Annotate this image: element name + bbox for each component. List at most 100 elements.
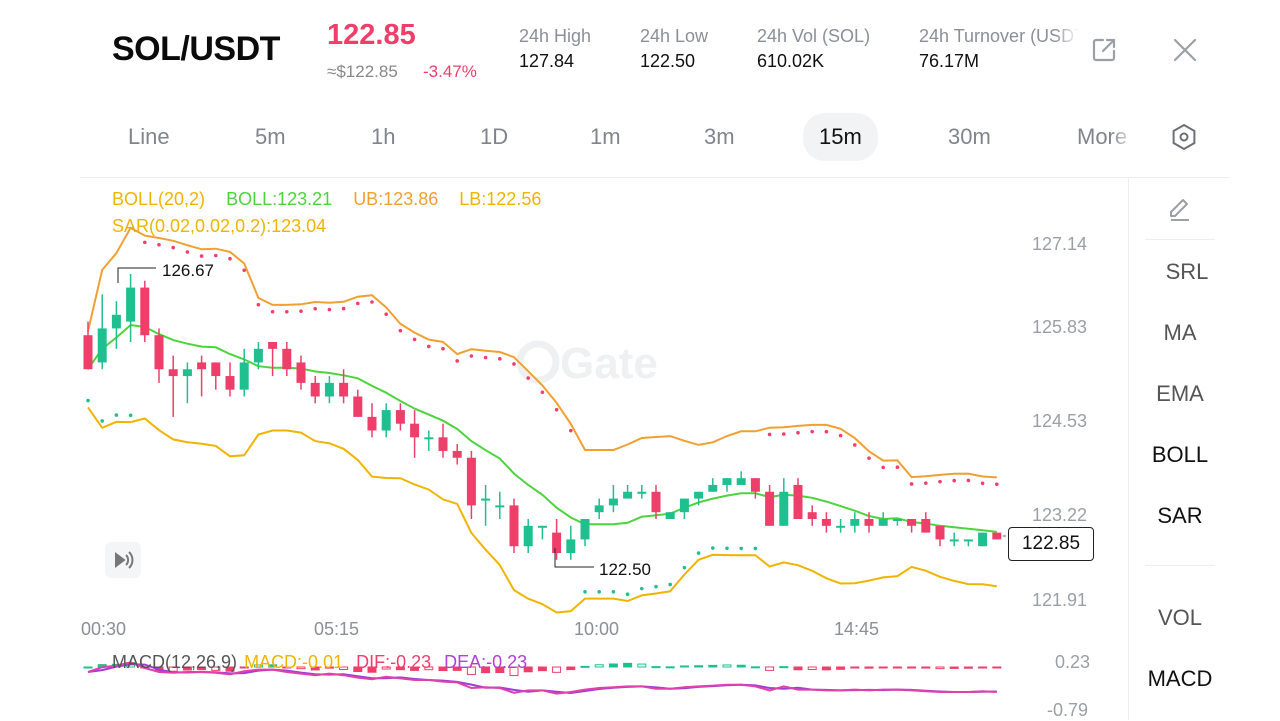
- y-tick-label: 124.53: [1032, 411, 1088, 431]
- low-marker-label: 122.50: [599, 560, 651, 579]
- stat-24h-high: 24h High 127.84: [519, 26, 591, 72]
- macd-bar: [537, 666, 547, 672]
- candle-body: [168, 369, 178, 377]
- candle-body: [750, 478, 760, 492]
- x-tick-label: 05:15: [314, 619, 360, 639]
- sar-dot: [711, 546, 715, 550]
- boll-mid-value: BOLL:123.21: [226, 189, 333, 209]
- sar-dot: [867, 456, 871, 460]
- sar-dot: [313, 306, 318, 311]
- sidebar-item-vol[interactable]: VOL: [1157, 605, 1203, 630]
- tab-line[interactable]: Line: [128, 124, 170, 149]
- sar-dot: [327, 307, 332, 312]
- sar-dot: [384, 312, 389, 316]
- sar-dot: [583, 589, 587, 594]
- share-icon[interactable]: [1089, 35, 1119, 65]
- tab-1h[interactable]: 1h: [371, 124, 396, 149]
- tab-1d[interactable]: 1D: [480, 124, 509, 149]
- macd-bar: [296, 666, 306, 670]
- sidebar-item-ema[interactable]: EMA: [1156, 381, 1204, 406]
- sar-dot: [739, 546, 743, 551]
- macd-bar: [481, 666, 491, 674]
- macd-params: MACD(12,26,9): [112, 652, 238, 672]
- sidebar-item-boll[interactable]: BOLL: [1151, 442, 1209, 467]
- stat-24h-turnover: 24h Turnover (USDT) 76.17M: [919, 26, 1079, 72]
- candle-body: [182, 369, 192, 377]
- sar-dot: [469, 354, 474, 358]
- macd-bar: [992, 666, 1002, 669]
- stat-value: 122.50: [640, 51, 696, 71]
- sidebar-item-srl[interactable]: SRL: [1165, 259, 1209, 284]
- candle-body: [424, 437, 434, 440]
- macd-bar: [367, 666, 377, 673]
- sar-dot: [185, 250, 190, 254]
- macd-bar: [438, 666, 448, 672]
- volume-toggle-button[interactable]: [105, 542, 141, 578]
- sar-dot: [980, 481, 985, 486]
- boll-lb-value: LB:122.56: [459, 189, 542, 209]
- candle-body: [537, 525, 547, 528]
- macd-bar: [750, 666, 760, 669]
- low-price-marker: 122.50: [554, 548, 651, 579]
- stat-value: 610.02K: [757, 51, 825, 71]
- sidebar-item-ma[interactable]: MA: [1163, 320, 1197, 345]
- draw-tool-icon[interactable]: [1165, 194, 1195, 224]
- x-tick-label: 00:30: [81, 619, 127, 639]
- macd-bar: [722, 664, 732, 668]
- sar-dot: [838, 433, 843, 438]
- stat-value: 127.84: [519, 51, 575, 71]
- candle-body: [907, 518, 917, 526]
- candle-body: [580, 518, 590, 540]
- sar-dot: [924, 481, 928, 485]
- candle-body: [949, 539, 959, 542]
- candle-body: [410, 423, 420, 438]
- tab-30m[interactable]: 30m: [948, 124, 991, 149]
- candlestick-chart[interactable]: Gate 126.67 122.50: [0, 0, 1128, 720]
- macd-bar: [850, 666, 860, 669]
- macd-bar: [779, 666, 789, 669]
- sar-dot: [114, 413, 119, 417]
- stat-24h-vol: 24h Vol (SOL) 610.02K: [757, 26, 870, 72]
- sar-dot: [427, 344, 431, 349]
- macd-bar: [978, 666, 988, 669]
- sar-dot: [270, 309, 275, 314]
- y-tick-label: 127.14: [1032, 234, 1088, 254]
- macd-bar: [608, 663, 618, 668]
- sar-dot: [597, 589, 601, 594]
- candle-body: [821, 518, 831, 526]
- stat-24h-low: 24h Low 122.50: [640, 26, 708, 72]
- macd-bar: [594, 664, 604, 668]
- sar-dot: [86, 398, 90, 403]
- current-price-tag: 122.85: [1008, 527, 1094, 561]
- candle-body: [963, 539, 973, 542]
- sidebar-item-macd[interactable]: MACD: [1147, 666, 1213, 691]
- chart-settings-icon[interactable]: [1169, 122, 1199, 152]
- macd-bar: [793, 666, 803, 671]
- macd-bar: [310, 666, 320, 671]
- macd-bar: [395, 666, 405, 671]
- macd-bar: [552, 666, 562, 673]
- candle-body: [779, 491, 789, 526]
- boll-lower-line: [87, 406, 997, 614]
- candle-body: [481, 498, 491, 501]
- tab-1m[interactable]: 1m: [590, 124, 621, 149]
- sidebar-item-sar[interactable]: SAR: [1157, 503, 1203, 528]
- tab-3m[interactable]: 3m: [704, 124, 735, 149]
- macd-legend: MACD(12,26,9) MACD:-0.01 DIF:-0.23 DEA:-…: [112, 652, 527, 673]
- sar-dot: [526, 376, 530, 380]
- macd-bar: [935, 666, 945, 670]
- macd-bar: [353, 666, 363, 673]
- tab-15m[interactable]: 15m: [803, 113, 878, 161]
- sar-dot: [640, 586, 644, 591]
- tab-more[interactable]: More: [1077, 124, 1128, 149]
- sar-dot: [128, 413, 133, 418]
- macd-bar: [324, 666, 334, 669]
- macd-bar: [182, 666, 192, 671]
- candle-body: [594, 505, 604, 513]
- macd-y-tick: -0.79: [1047, 700, 1089, 720]
- sar-dot: [512, 362, 516, 366]
- candle-body: [381, 410, 391, 431]
- close-icon[interactable]: [1170, 35, 1200, 65]
- tab-5m[interactable]: 5m: [255, 124, 286, 149]
- sar-legend: SAR(0.02,0.02,0.2):123.04: [112, 216, 327, 236]
